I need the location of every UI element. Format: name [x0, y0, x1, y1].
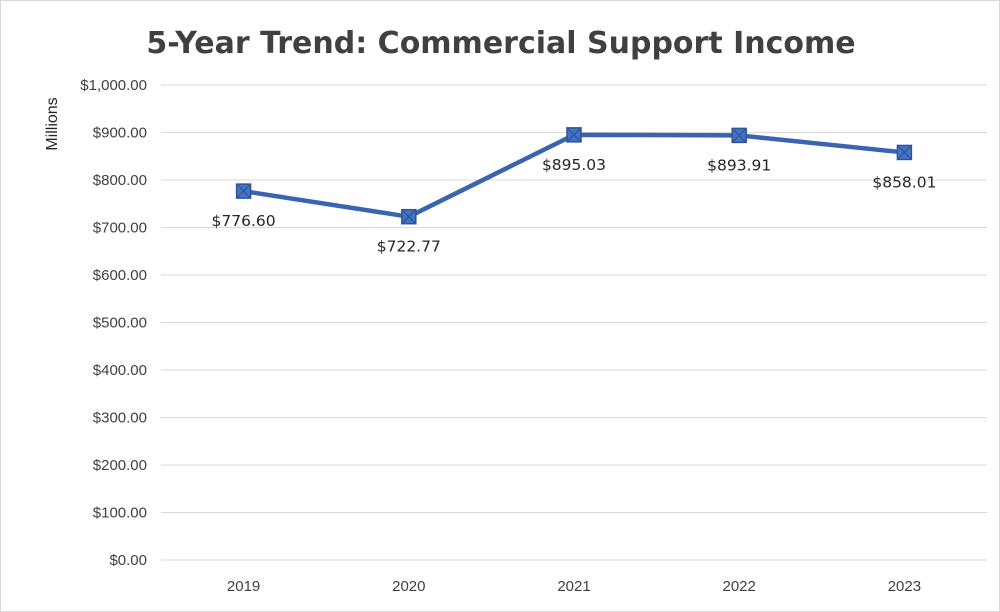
data-label: $858.01: [872, 173, 936, 191]
y-tick-label: $0.00: [109, 552, 147, 569]
x-tick-label: 2023: [888, 578, 921, 595]
y-tick-labels: $0.00 $100.00 $200.00 $300.00 $400.00 $500.00…: [80, 77, 147, 569]
x-tick-label: 2021: [557, 578, 590, 595]
data-point-marker: [731, 127, 747, 144]
y-tick-label: $700.00: [93, 220, 147, 237]
y-tick-label: $900.00: [93, 125, 147, 142]
chart-title: 5-Year Trend: Commercial Support Income: [146, 26, 855, 61]
series-line: [241, 132, 907, 219]
data-point-marker: [401, 208, 417, 225]
data-labels: $776.60 $722.77 $895.03 $893.91 $858.01: [212, 156, 937, 256]
y-tick-label: $500.00: [93, 315, 147, 332]
y-tick-label: $800.00: [93, 172, 147, 189]
data-label: $776.60: [212, 212, 276, 230]
series-layer: [235, 127, 913, 225]
x-tick-labels: 2019 2020 2021 2022 2023: [227, 578, 921, 595]
y-tick-label: $300.00: [93, 410, 147, 427]
data-label: $893.91: [707, 156, 771, 174]
data-label: $722.77: [377, 238, 441, 256]
x-tick-label: 2019: [227, 578, 260, 595]
x-tick-label: 2020: [392, 578, 425, 595]
data-point-marker: [235, 183, 252, 199]
gridlines: [161, 84, 987, 561]
y-axis-label: Millions: [44, 97, 61, 150]
y-tick-label: $400.00: [93, 362, 147, 379]
data-point-marker: [566, 127, 582, 143]
x-tick-label: 2022: [723, 578, 756, 595]
data-point-marker: [896, 144, 913, 161]
data-label: $895.03: [542, 156, 606, 174]
y-tick-label: $200.00: [93, 457, 147, 474]
y-tick-label: $1,000.00: [80, 77, 147, 94]
y-tick-label: $600.00: [93, 267, 147, 284]
y-tick-label: $100.00: [93, 505, 147, 522]
